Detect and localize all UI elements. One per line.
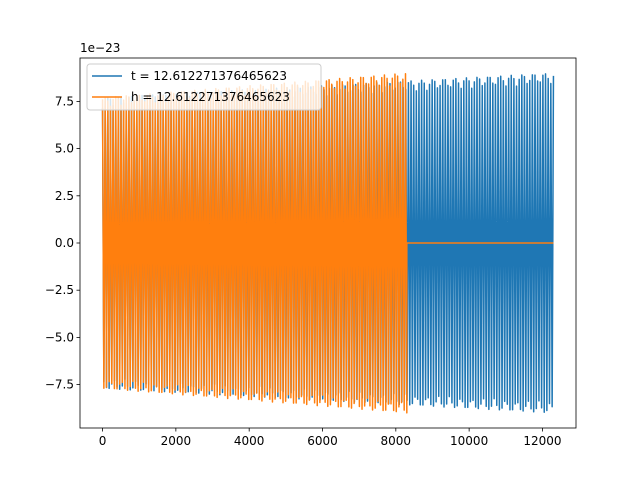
x-tick-label: 8000 — [381, 434, 412, 448]
x-axis: 0 2000 4000 6000 8000 10000 12000 — [99, 428, 562, 448]
x-tick-label: 10000 — [450, 434, 488, 448]
y-tick-label: −5.0 — [45, 330, 74, 344]
y-scale-offset: 1e−23 — [80, 41, 120, 55]
legend: t = 12.612271376465623 h = 12.61227137646… — [86, 63, 322, 111]
y-tick-label: 0.0 — [55, 236, 74, 250]
x-tick-label: 0 — [99, 434, 107, 448]
x-tick-label: 6000 — [307, 434, 338, 448]
plot-area — [101, 72, 555, 414]
x-tick-label: 12000 — [523, 434, 561, 448]
legend-box — [86, 63, 322, 111]
y-tick-label: −7.5 — [45, 378, 74, 392]
y-tick-label: 7.5 — [55, 94, 74, 108]
y-axis: −7.5 −5.0 −2.5 0.0 2.5 5.0 7.5 — [45, 94, 80, 392]
legend-label-2: h = 12.612271376465623 — [131, 90, 290, 104]
x-tick-label: 4000 — [234, 434, 265, 448]
series-line-2 — [101, 72, 554, 414]
x-tick-label: 2000 — [161, 434, 192, 448]
y-tick-label: 2.5 — [55, 189, 74, 203]
y-tick-label: 5.0 — [55, 142, 74, 156]
legend-label-1: t = 12.612271376465623 — [131, 69, 287, 83]
y-tick-label: −2.5 — [45, 283, 74, 297]
